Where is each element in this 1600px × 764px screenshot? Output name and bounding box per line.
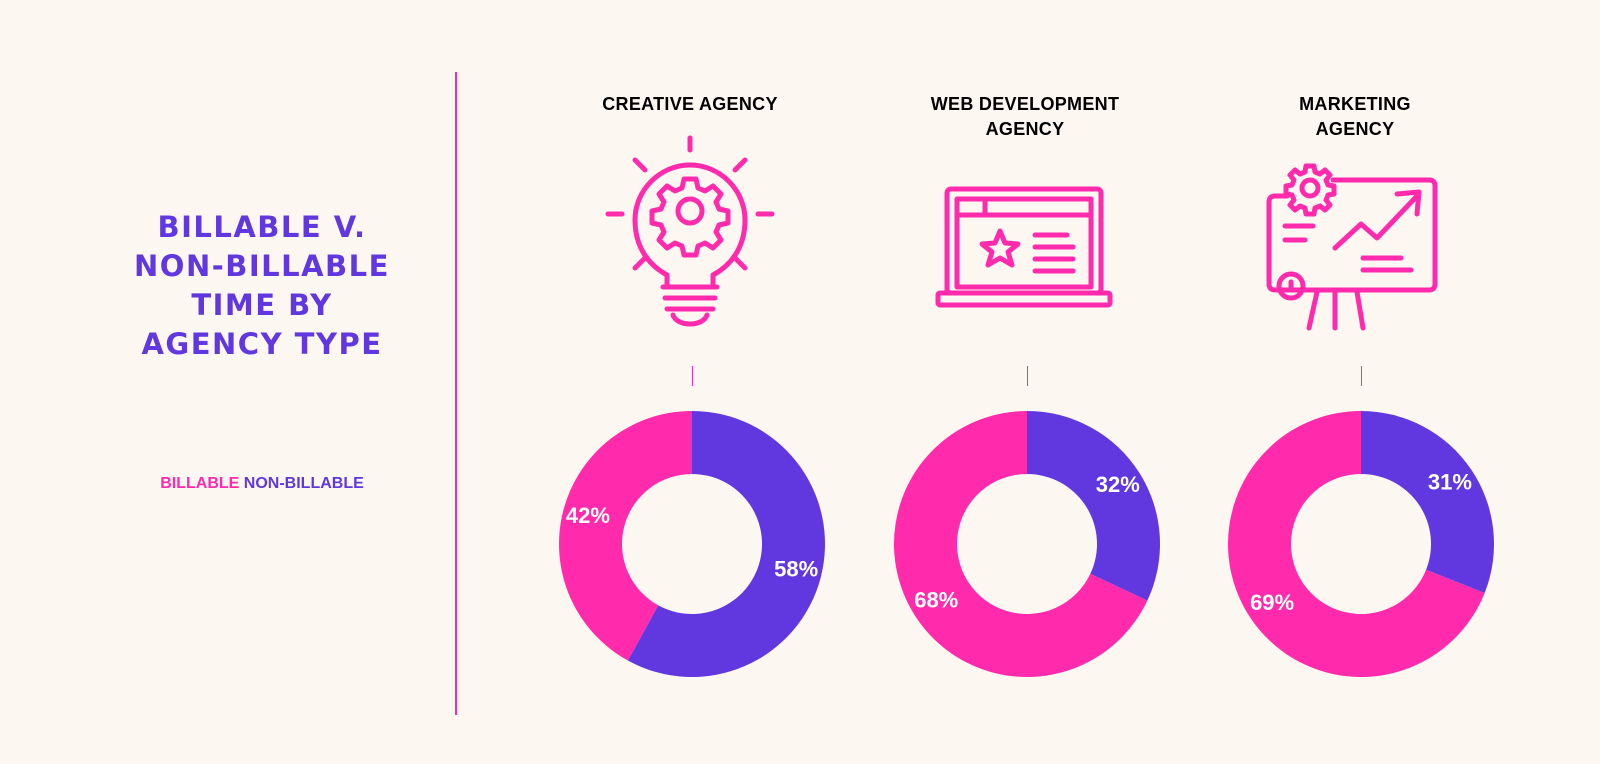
slice-label-billable: 69% <box>1250 590 1294 615</box>
donut-slice-non-billable <box>627 411 826 677</box>
connector-tick <box>692 366 693 386</box>
presentation-board-icon <box>1266 163 1438 331</box>
agency-title-line: WEB DEVELOPMENT <box>930 94 1120 114</box>
slice-label-billable: 42% <box>566 503 610 528</box>
slice-label-non-billable: 31% <box>1428 469 1472 494</box>
donut-slice-billable <box>1228 411 1485 677</box>
connector-tick <box>1027 366 1028 386</box>
donut-slice-billable <box>894 411 1148 678</box>
slice-label-billable: 68% <box>914 587 958 612</box>
divider <box>455 72 457 715</box>
laptop-star-icon <box>935 186 1113 308</box>
agency-title-line: MARKETING <box>1299 94 1411 114</box>
slice-label-non-billable: 32% <box>1096 472 1140 497</box>
agency-title-line: AGENCY <box>1315 119 1395 139</box>
title-line: NON-BILLABLE <box>134 249 390 283</box>
legend: BILLABLE NON-BILLABLE <box>92 475 432 493</box>
donut-slice-non-billable <box>1361 410 1494 593</box>
title-line: TIME BY <box>191 288 333 322</box>
agency-title-web-development: WEB DEVELOPMENT AGENCY <box>895 92 1155 142</box>
donut-slice-billable <box>559 411 692 661</box>
slice-label-non-billable: 58% <box>774 557 818 582</box>
title-line: AGENCY TYPE <box>141 327 383 361</box>
agency-title-marketing: MARKETING AGENCY <box>1225 92 1485 142</box>
agency-title-creative: CREATIVE AGENCY <box>560 92 820 117</box>
connector-tick <box>1361 366 1362 386</box>
legend-non-billable: NON-BILLABLE <box>243 475 364 492</box>
legend-billable: BILLABLE <box>160 475 240 492</box>
page-title: BILLABLE V. NON-BILLABLE TIME BY AGENCY … <box>92 208 432 364</box>
donut-slice-non-billable <box>1027 411 1161 601</box>
title-line: BILLABLE V. <box>157 210 367 244</box>
agency-title-line: AGENCY <box>985 119 1065 139</box>
agency-title-line: CREATIVE AGENCY <box>602 94 778 114</box>
lightbulb-gear-icon <box>605 135 775 327</box>
